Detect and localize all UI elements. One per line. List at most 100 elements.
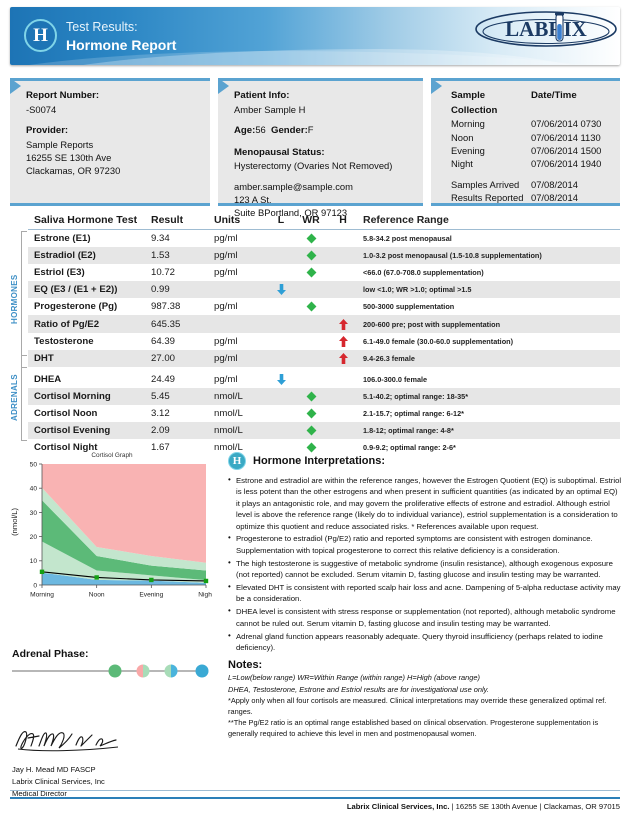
in-range-diamond-icon [306, 391, 316, 402]
column-header-result: Result [151, 214, 184, 226]
collection-period: Night [451, 158, 473, 170]
table-row: EQ (E3 / (E1 + E2)) 0.99 low <1.0; WR >1.0… [28, 281, 620, 299]
column-header-high: H [339, 214, 347, 226]
sample-collection-box: Sample Collection Date/Time Morning 07/06… [431, 78, 620, 206]
chart-data-point [39, 569, 45, 575]
row-flag-low [267, 373, 295, 385]
adrenal-phase-section: Adrenal Phase: [12, 648, 217, 678]
table-row: Estrone (E1) 9.34 pg/ml 5.8-34.2 post menop… [28, 230, 620, 247]
labrix-logo: LABRIX [475, 11, 617, 47]
report-info-box: Report Number: -S0074 Provider: Sample R… [10, 78, 210, 206]
patient-address-line2: Suite BPortland, OR 97123 [234, 207, 348, 219]
table-row: Estradiol (E2) 1.53 pg/ml 1.0-3.2 post meno… [28, 247, 620, 265]
adrenal-phase-label: Adrenal Phase: [12, 648, 89, 660]
row-flag-high [327, 318, 359, 330]
column-header-test: Saliva Hormone Test [34, 214, 138, 226]
chart-band-in-range-high [42, 487, 206, 571]
interpretations-section: H Hormone Interpretations: Estrone and e… [228, 452, 623, 740]
chart-band-in-range-low [42, 541, 206, 583]
table-row: Cortisol Morning 5.45 nmol/L 5.1-40.2; opti… [28, 387, 620, 405]
column-header-reference-range: Reference Range [363, 214, 449, 226]
group-label-adrenals: ADRENALS [10, 374, 19, 422]
signer-company: Labrix Clinical Services, Inc [12, 776, 105, 786]
row-test-name: Cortisol Morning [34, 390, 111, 402]
row-result-value: 64.39 [151, 335, 176, 347]
saliva-hormone-results-table: Saliva Hormone Test Result Units L WR H … [28, 214, 620, 456]
row-reference-range: 106.0-300.0 female [363, 374, 428, 384]
report-number-value: -S0074 [26, 103, 57, 115]
in-range-diamond-icon [306, 233, 316, 244]
results-reported-label: Results Reported [451, 191, 524, 203]
chart-band-above-range [42, 464, 206, 563]
patient-age-label: Age: [234, 124, 256, 136]
row-result-value: 2.09 [151, 425, 170, 437]
phase-dot-3 [164, 664, 178, 678]
high-arrow-icon [338, 335, 348, 347]
footer-address: | 16255 SE 130th Avenue | Clackamas, OR … [449, 802, 620, 811]
chart-y-tick-label: 0 [33, 582, 37, 589]
provider-address-line1: 16255 SE 130th Ave [26, 151, 112, 163]
high-arrow-icon [338, 318, 348, 330]
row-test-name: Cortisol Noon [34, 407, 98, 419]
hormone-badge-icon: H [228, 452, 246, 470]
row-flag-within-range [295, 425, 327, 436]
report-header-banner: H Test Results: Hormone Report [10, 7, 620, 65]
row-units: nmol/L [214, 390, 243, 402]
chart-x-tick-label: Night [198, 592, 212, 599]
table-row: Cortisol Night 1.67 nmol/L 0.9-9.2; optimal… [28, 439, 620, 456]
chart-x-tick-label: Morning [30, 592, 54, 599]
interpretation-bullet: DHEA level is consistent with stress res… [228, 605, 623, 629]
collection-datetime: 07/06/2014 1500 [531, 144, 602, 156]
row-test-name: Estriol (E3) [34, 267, 85, 279]
row-result-value: 0.99 [151, 284, 170, 296]
phase-dot-4 [195, 664, 209, 678]
group-label-hormones: HORMONES [10, 274, 19, 325]
collection-period: Noon [451, 131, 474, 143]
sample-collection-row: Morning 07/06/2014 0730 [451, 117, 614, 130]
adrenal-phase-indicator [12, 664, 209, 678]
adrenals-rows: DHEA 24.49 pg/ml 106.0-300.0 female Cortisol… [28, 371, 620, 456]
row-flag-low [267, 284, 295, 296]
row-units: pg/ml [214, 373, 238, 385]
sample-collection-label: Sample Collection [451, 90, 498, 116]
table-row: Cortisol Evening 2.09 nmol/L 1.8-12; optima… [28, 422, 620, 440]
patient-email: amber.sample@sample.com [234, 180, 353, 192]
results-reported-value: 07/08/2014 [531, 191, 578, 203]
row-test-name: Ratio of Pg/E2 [34, 318, 100, 330]
menopausal-status-label: Menopausal Status: [234, 146, 325, 158]
row-result-value: 9.34 [151, 233, 170, 245]
row-test-name: DHT [34, 352, 54, 364]
menopausal-status-value: Hysterectomy (Ovaries Not Removed) [234, 160, 393, 172]
collection-period: Morning [451, 118, 485, 130]
row-result-value: 1.53 [151, 250, 170, 262]
chart-title: Cortisol Graph [91, 452, 133, 459]
row-result-value: 1.67 [151, 442, 170, 454]
table-row: Ratio of Pg/E2 645.35 200-600 pre; post wi… [28, 315, 620, 333]
row-reference-range: 0.9-9.2; optimal range: 2-6* [363, 443, 456, 453]
interpretation-bullet: The high testosterone is suggestive of m… [228, 557, 623, 581]
chart-data-point [203, 578, 209, 584]
row-flag-within-range [295, 301, 327, 312]
note-line: DHEA, Testosterone, Estrone and Estriol … [228, 684, 489, 694]
row-units: pg/ml [214, 352, 238, 364]
chart-data-point [94, 575, 99, 580]
chart-y-tick-label: 20 [30, 534, 38, 541]
row-flag-within-range [295, 233, 327, 244]
row-test-name: Cortisol Night [34, 442, 98, 454]
row-flag-within-range [295, 267, 327, 278]
low-arrow-icon [276, 284, 286, 296]
samples-arrived-label: Samples Arrived [451, 178, 520, 190]
row-units: pg/ml [214, 267, 238, 279]
row-result-value: 10.72 [151, 267, 176, 279]
low-arrow-icon [276, 373, 286, 385]
report-title-group: Test Results: Hormone Report [66, 19, 176, 55]
hormone-badge-icon: H [24, 19, 57, 52]
signature-block: Jay H. Mead MD FASCP Labrix Clinical Ser… [12, 722, 217, 799]
row-units: pg/ml [214, 250, 238, 262]
test-tube-icon [555, 12, 564, 42]
provider-name: Sample Reports [26, 138, 94, 150]
table-row: Cortisol Noon 3.12 nmol/L 2.1-15.7; optimal… [28, 405, 620, 422]
in-range-diamond-icon [306, 425, 316, 436]
row-flag-within-range [295, 391, 327, 402]
box-arrow-icon [431, 78, 442, 94]
